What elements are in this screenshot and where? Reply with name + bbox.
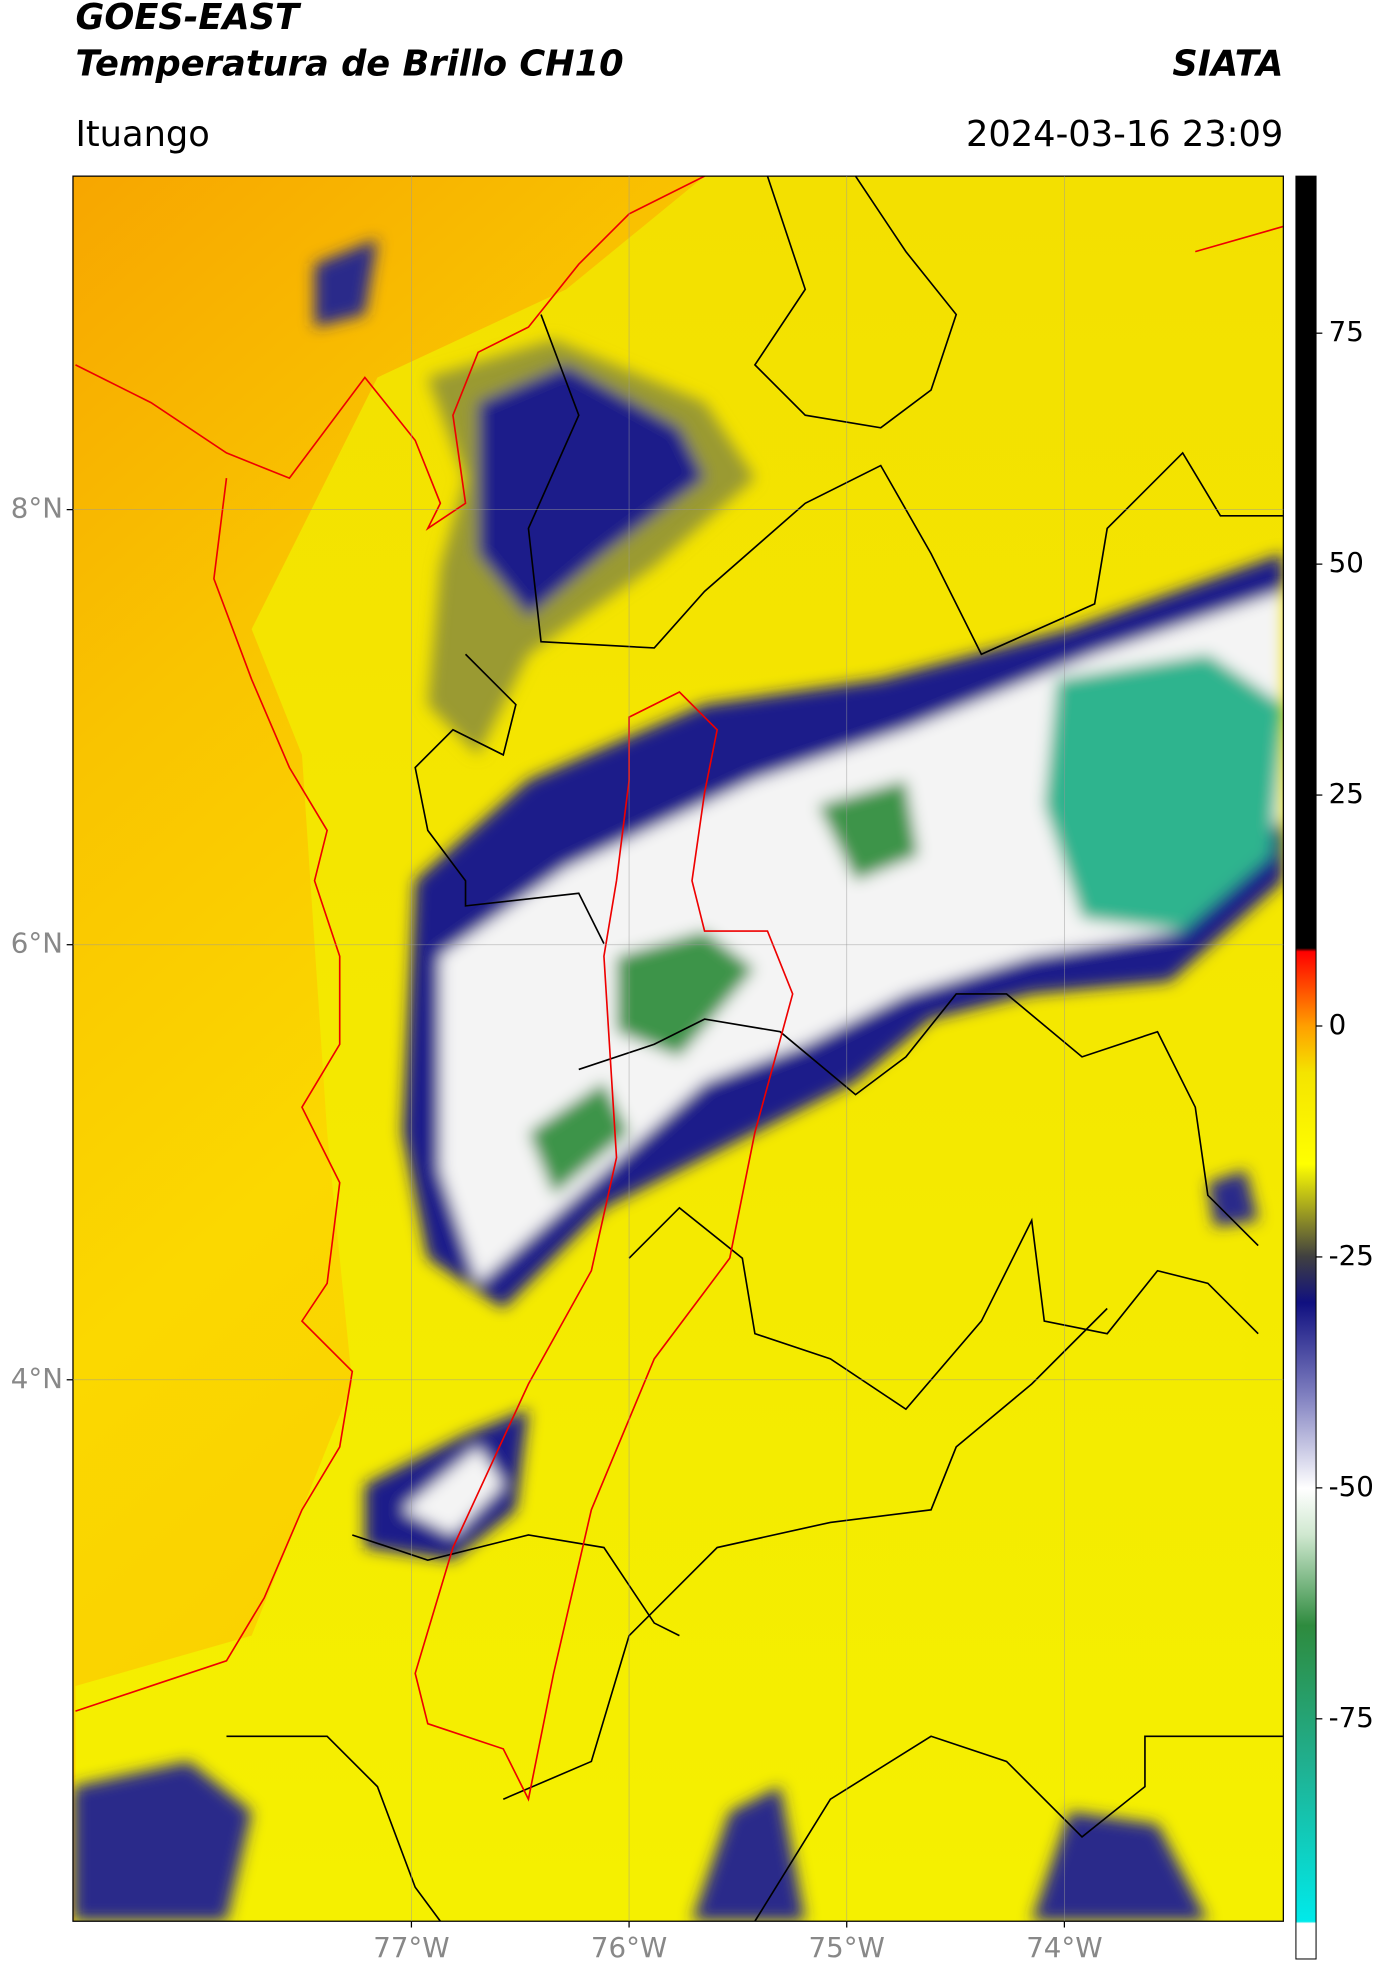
title: GOES-EAST (75, 0, 302, 38)
colorbar-tick-label: 75 (1329, 315, 1364, 348)
colorbar (1295, 175, 1317, 1960)
y-tick-label: 6°N (11, 927, 63, 960)
y-tick-label: 8°N (11, 492, 63, 525)
y-tick-label: 4°N (11, 1362, 63, 1395)
colorbar-tick-label: -75 (1329, 1701, 1374, 1734)
subtitle: Temperatura de Brillo CH10 (75, 43, 623, 84)
colorbar-tick-label: 25 (1329, 777, 1364, 810)
source: SIATA (1172, 43, 1283, 84)
region: Ituango (75, 114, 209, 155)
x-tick-label: 76°W (591, 1931, 667, 1964)
x-tick-label: 74°W (1026, 1931, 1102, 1964)
map-frame (72, 175, 1284, 1922)
colorbar-tick-label: 0 (1329, 1008, 1347, 1041)
x-tick-label: 75°W (809, 1931, 885, 1964)
colorbar-tick-label: -50 (1329, 1470, 1374, 1503)
timestamp: 2024-03-16 23:09 (966, 114, 1283, 155)
map-imagery (72, 176, 1284, 1922)
x-tick-label: 77°W (373, 1931, 449, 1964)
colorbar-tick-label: -25 (1329, 1239, 1374, 1272)
colorbar-tick-label: 50 (1329, 546, 1364, 579)
